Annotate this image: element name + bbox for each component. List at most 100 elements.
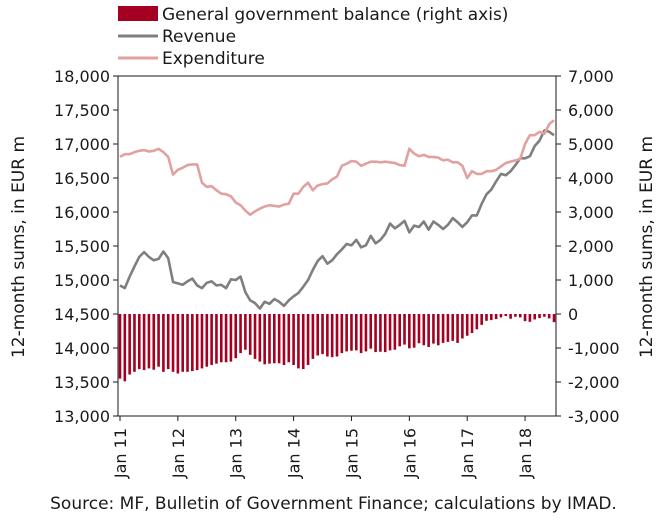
expenditure-line [119,119,555,217]
left-tick-label: 17,500 [54,101,110,120]
balance-bar [316,314,320,356]
balance-bar [398,314,401,347]
balance-bar [171,314,175,372]
balance-bar [258,314,262,362]
balance-bar [514,314,517,317]
balance-bar [166,314,170,370]
right-axis-title: 12-month sums, in EUR m [637,136,657,358]
balance-bar [219,314,223,363]
balance-bar [142,314,146,371]
balance-bar [186,314,189,372]
balance-bar [417,314,421,344]
balance-bar [239,314,242,354]
balance-bar [480,314,483,325]
balance-bar [538,314,541,319]
balance-bar [195,314,199,371]
balance-bar [205,314,209,367]
balance-bar [518,314,522,318]
balance-bar [436,314,440,346]
balance-bar [470,314,474,334]
balance-bar [311,314,315,359]
legend-label-balance: General government balance (right axis) [162,5,508,25]
balance-bar [147,314,151,369]
balance-bar [157,314,160,367]
balance-bar [277,314,281,364]
x-tick-label: Jan 13 [227,428,246,479]
balance-bar [441,314,445,343]
balance-bar [253,314,257,359]
balance-bar [287,314,291,363]
left-tick-label: 16,000 [54,203,110,222]
left-tick-label: 15,500 [54,237,110,256]
left-axis-title: 12-month sums, in EUR m [9,136,29,358]
balance-bar [176,314,180,374]
left-tick-label: 13,500 [54,373,110,392]
right-axis: -3,000 -2,000 -1,000 0 1,000 2,000 3,000 4,000 5… [556,67,620,426]
balance-bar [388,314,392,351]
balance-bar [244,314,247,350]
balance-bar [335,314,339,357]
balance-bar [408,314,411,349]
balance-bar [485,314,488,321]
right-tick-label: 1,000 [568,271,614,290]
left-tick-label: 13,000 [54,407,110,426]
balance-bar [321,314,324,355]
right-tick-label: 7,000 [568,67,614,86]
x-tick-label: Jan 14 [285,428,304,479]
balance-bar [533,314,537,320]
balance-bar [268,314,271,364]
balance-bar [292,314,295,365]
balance-bar [229,314,233,362]
balance-bar [191,314,194,372]
legend-label-revenue: Revenue [162,27,236,47]
balance-bar [326,314,329,357]
balance-bar [123,314,127,382]
x-axis: Jan 11 Jan 12 Jan 13 Jan 14 Jan 15 Jan 16 Jan … [111,416,535,479]
right-tick-label: 5,000 [568,135,614,154]
balance-bar [461,314,464,339]
legend: General government balance (right axis) … [118,5,508,69]
balance-bar [297,314,300,369]
balance-bar [432,314,435,344]
balance-bar [383,314,387,353]
balance-bar [137,314,141,370]
right-tick-label: 3,000 [568,203,614,222]
balance-bar [350,314,353,351]
balance-bar [282,314,286,365]
balance-bar [340,314,344,354]
balance-bar [547,314,551,319]
revenue-line [119,129,555,310]
balance-bar [128,314,131,375]
right-tick-label: 2,000 [568,237,614,256]
x-tick-label: Jan 11 [111,428,130,479]
balance-bar [379,314,382,352]
left-tick-label: 15,000 [54,271,110,290]
balance-bar [234,314,238,359]
balance-bar [118,314,122,379]
balance-bar [273,314,276,364]
balance-bar [369,314,373,349]
left-tick-label: 14,000 [54,339,110,358]
balance-bar [451,314,455,341]
balance-bar [499,314,503,318]
balance-bar [330,314,334,358]
balance-bar [133,314,136,372]
balance-bar [552,314,556,323]
balance-bar [465,314,469,336]
balance-bar [422,314,426,346]
x-tick-label: Jan 16 [400,428,419,479]
balance-bars [118,314,556,382]
balance-bar [263,314,266,365]
right-tick-label: -1,000 [568,339,620,358]
balance-bar [403,314,406,345]
balance-bar [152,314,156,370]
balance-bar [509,314,512,319]
balance-bar [354,314,358,351]
x-tick-label: Jan 12 [169,428,188,479]
right-tick-label: 0 [568,305,578,324]
right-tick-label: -3,000 [568,407,620,426]
balance-bar [224,314,228,363]
right-tick-label: 6,000 [568,101,614,120]
balance-bar [504,314,508,317]
balance-bar [215,314,218,364]
